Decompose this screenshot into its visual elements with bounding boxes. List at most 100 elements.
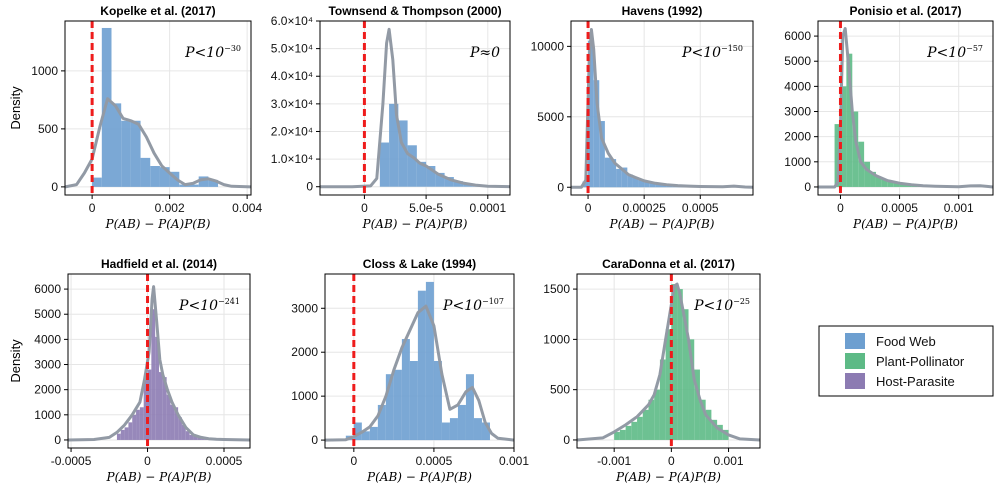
histogram-bar [699,399,706,440]
panel-title: Townsend & Thompson (2000) [328,4,501,18]
histogram-bar [401,339,410,441]
histogram-bar [178,417,182,440]
panel-4: 0 0.0005 0.001 0 1000 2000 3000 4000 5000 6000 Pon… [784,4,994,231]
histogram-bar [353,422,362,441]
y-tick-label: 1.0×10⁴ [271,152,313,166]
histogram-bar [139,407,144,440]
histogram-bar [632,177,639,188]
plot-frame [576,273,761,449]
histogram-bar [654,389,660,440]
x-axis-label: P(AB) − P(A)P(B) [105,217,211,231]
plot-frame [324,273,515,449]
histogram-bar [159,167,170,187]
histogram-bar [677,289,683,440]
histogram-bar [435,172,445,187]
p-value-annotation: P<10−241 [178,297,240,314]
x-tick-label: 0.0005 [206,454,243,468]
histogram-bar [143,379,148,440]
histogram-bar [166,394,171,440]
p-value-annotation: P<10−107 [442,297,504,314]
histogram-bar [852,111,859,187]
histogram-bar [169,171,180,187]
y-tick-label: 10000 [531,39,565,53]
panel-3: 0 0.00025 0.0005 0 5000 10000 Havens (1992) P(A… [531,4,754,231]
histogram-bar [147,369,152,440]
x-axis-label: P(AB) − P(A)P(B) [852,217,958,231]
histogram-bar [705,409,712,440]
histogram-bar [642,409,649,440]
histogram-bar [162,377,167,440]
histogram-bar [441,422,450,441]
histogram-bar [625,425,632,440]
y-tick-label: 1500 [543,282,570,296]
histogram-bar [124,427,129,440]
histogram-bar [648,399,655,440]
x-tick-label: 0 [144,454,151,468]
x-tick-label: 5.0e-5 [409,201,443,215]
histogram-bar [621,167,628,188]
panel-title: Ponisio et al. (2017) [849,4,961,18]
y-tick-label: 0 [804,180,811,194]
histogram-bar [389,103,399,187]
histogram-bar [193,436,198,440]
histogram-bar [481,422,490,441]
histogram-bar [449,418,458,441]
x-tick-label: 0.002 [155,201,185,215]
histogram-bar [425,281,434,441]
y-tick-label: 1000 [543,332,570,346]
panel-title: Hadfield et al. (2014) [101,257,217,271]
density-curve [65,97,251,189]
plot-frame [570,20,754,196]
histogram-bar [588,40,594,188]
histogram-bar [671,284,678,440]
panel-6: 0 0.0005 0.001 0 1000 2000 3000 Closs & Lake (1… [291,257,529,484]
histogram-bar [893,183,900,187]
legend-label-food-web: Food Web [876,334,936,349]
y-tick-label: 1000 [784,155,811,169]
legend: Food Web Plant-Pollinator Host-Parasite [818,325,994,397]
histogram-bar [905,185,912,187]
y-tick-label: 0 [557,180,564,194]
histogram-bar [870,171,876,187]
plot-frame [64,20,252,196]
histogram-bar [150,166,160,187]
density-curve [577,282,760,442]
plot-frame [67,273,251,449]
y-tick-label: 6000 [784,29,811,43]
histogram-bar [416,161,427,187]
histogram-bar [185,431,190,440]
histogram-bar [644,181,650,188]
histogram-bar [208,179,219,187]
histogram-bar [170,404,175,440]
x-axis-label: P(AB) − P(A)P(B) [366,470,472,484]
histogram-bar [619,429,626,440]
histogram-bar [453,181,464,187]
histogram-bar [881,179,888,187]
y-axis-label: Density [8,86,23,130]
x-tick-label: 0.001 [714,454,744,468]
y-tick-label: 1000 [34,408,61,422]
histogram-bar [631,421,638,440]
x-tick-label: 0.0005 [682,201,719,215]
y-tick-label: 3000 [784,105,811,119]
histogram-bar [120,429,125,440]
panel-title: Kopelke et al. (2017) [100,4,215,18]
histogram-bar [616,168,622,188]
histogram-bar [92,177,102,187]
y-tick-label: 500 [550,383,570,397]
histogram-bar [140,157,151,187]
x-tick-label: 0.001 [499,454,529,468]
histogram-bar [136,409,140,440]
x-axis-label: P(AB) − P(A)P(B) [106,470,212,484]
y-tick-label: 2000 [34,383,61,397]
histogram-bar [198,176,209,187]
y-tick-label: 2000 [784,130,811,144]
panel-title: CaraDonna et al. (2017) [602,257,735,271]
histogram-bar [682,309,689,440]
histogram-bar [688,339,695,440]
histogram-bar [711,419,718,440]
histogram-bar [407,145,417,187]
density-curve [818,27,993,189]
p-value-annotation: P<10−57 [926,44,983,61]
x-tick-label: 0 [668,454,675,468]
